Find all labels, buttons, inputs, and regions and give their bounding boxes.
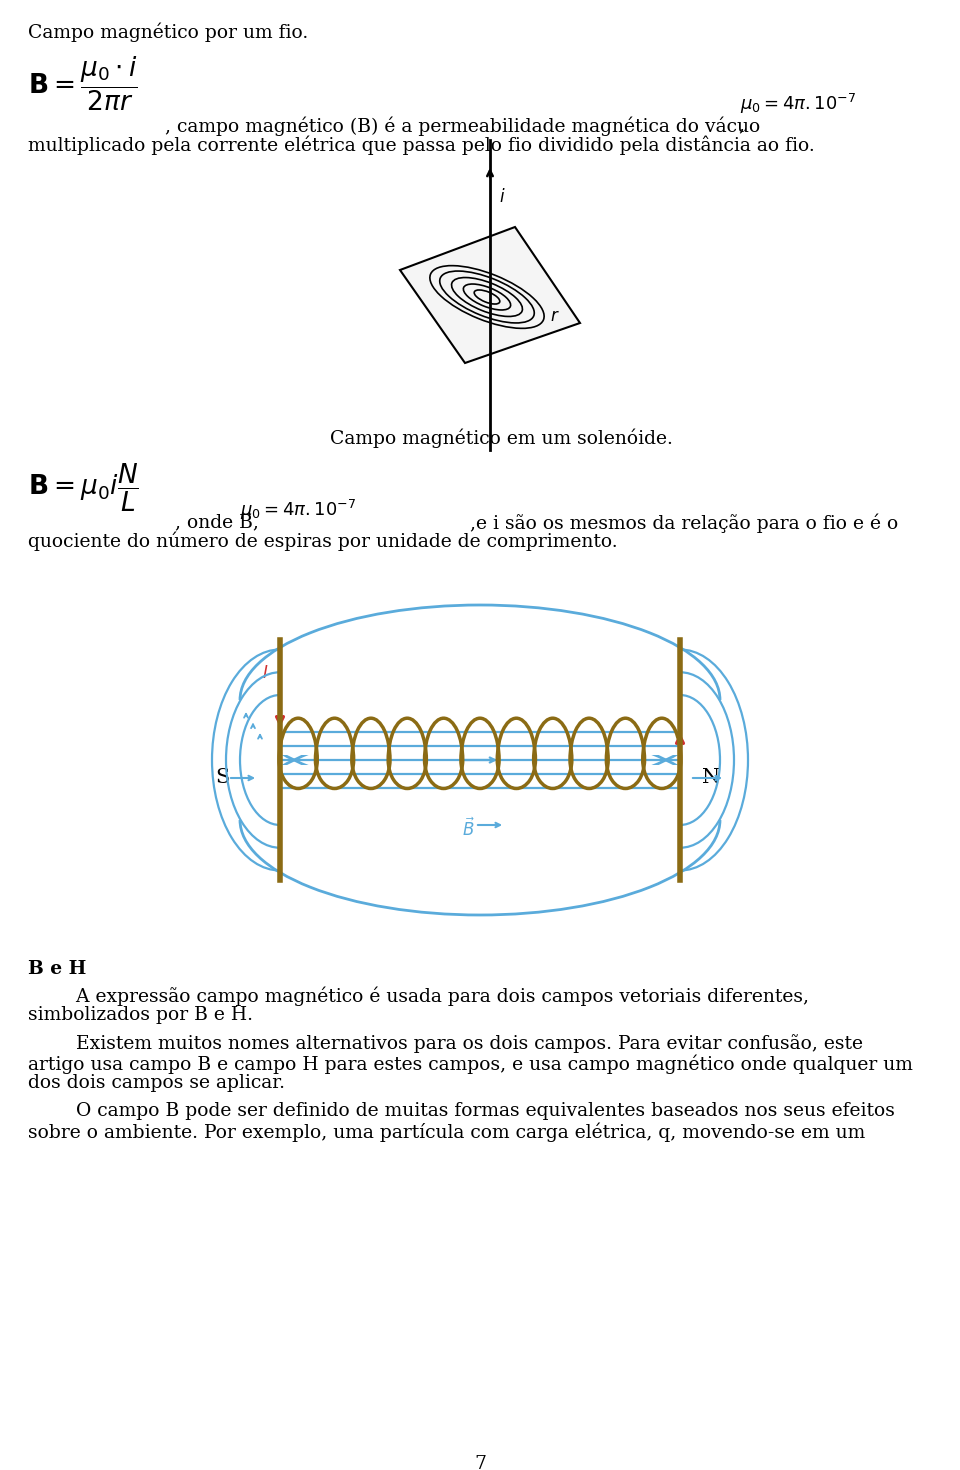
Text: ,: , — [738, 116, 744, 134]
Text: B e H: B e H — [28, 960, 86, 978]
Text: $\mu_0 = 4\pi .10^{-7}$: $\mu_0 = 4\pi .10^{-7}$ — [240, 498, 356, 522]
Text: $r$: $r$ — [550, 309, 560, 325]
Text: $I$: $I$ — [262, 664, 269, 682]
Text: ,e i são os mesmos da relação para o fio e é o: ,e i são os mesmos da relação para o fio… — [470, 513, 899, 532]
Text: multiplicado pela corrente elétrica que passa pelo fio dividido pela distância a: multiplicado pela corrente elétrica que … — [28, 135, 815, 154]
Text: O campo B pode ser definido de muitas formas equivalentes baseados nos seus efei: O campo B pode ser definido de muitas fo… — [28, 1102, 895, 1120]
Text: dos dois campos se aplicar.: dos dois campos se aplicar. — [28, 1075, 285, 1092]
Text: , onde B,: , onde B, — [175, 513, 259, 531]
Text: Campo magnético em um solenóide.: Campo magnético em um solenóide. — [330, 428, 673, 447]
Text: $\mathbf{B} = \dfrac{\mu_0 \cdot i}{2\pi r}$: $\mathbf{B} = \dfrac{\mu_0 \cdot i}{2\pi… — [28, 54, 137, 113]
Text: $i$: $i$ — [499, 188, 506, 206]
Text: $\mu_0 = 4\pi .10^{-7}$: $\mu_0 = 4\pi .10^{-7}$ — [740, 93, 856, 116]
Text: Campo magnético por um fio.: Campo magnético por um fio. — [28, 22, 308, 41]
Text: Existem muitos nomes alternativos para os dois campos. Para evitar confusão, est: Existem muitos nomes alternativos para o… — [28, 1033, 863, 1053]
Text: quociente do número de espiras por unidade de comprimento.: quociente do número de espiras por unida… — [28, 531, 617, 550]
Text: simbolizados por B e H.: simbolizados por B e H. — [28, 1005, 253, 1025]
Text: $\mathbf{B} = \mu_0 i\dfrac{N}{L}$: $\mathbf{B} = \mu_0 i\dfrac{N}{L}$ — [28, 462, 139, 514]
Text: N: N — [702, 767, 720, 786]
Text: sobre o ambiente. Por exemplo, uma partícula com carga elétrica, q, movendo-se e: sobre o ambiente. Por exemplo, uma partí… — [28, 1122, 865, 1142]
Text: $\vec{B}$: $\vec{B}$ — [462, 817, 475, 841]
Text: artigo usa campo B e campo H para estes campos, e usa campo magnético onde qualq: artigo usa campo B e campo H para estes … — [28, 1054, 913, 1073]
Text: A expressão campo magnético é usada para dois campos vetoriais diferentes,: A expressão campo magnético é usada para… — [28, 986, 809, 1005]
Text: S: S — [215, 767, 229, 786]
Text: 7: 7 — [474, 1455, 486, 1470]
Polygon shape — [400, 226, 580, 363]
Text: , campo magnético (B) é a permeabilidade magnética do vácuo: , campo magnético (B) é a permeabilidade… — [165, 116, 760, 135]
